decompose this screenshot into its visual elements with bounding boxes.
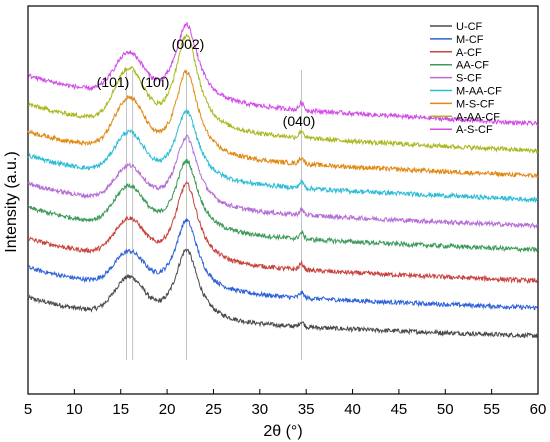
series-line-aa-cf <box>27 159 539 254</box>
plot-frame <box>27 5 539 395</box>
series-layer <box>27 21 539 339</box>
x-axis-ticks: 5 10 15 20 25 30 35 40 45 50 55 60 <box>24 389 547 418</box>
series-line-m-s-cf <box>27 69 539 179</box>
series-line-a-cf <box>27 180 538 284</box>
peak-label: (002) <box>172 36 205 52</box>
legend-label: U-CF <box>456 21 483 33</box>
legend-label: A-AA-CF <box>456 111 500 123</box>
reference-lines <box>125 70 302 360</box>
peak-label: (040) <box>283 113 316 129</box>
peak-label: (101) <box>97 74 130 90</box>
x-tick-label: 45 <box>391 401 408 418</box>
x-tick-label: 60 <box>530 401 547 418</box>
series-line-m-cf <box>27 218 538 311</box>
x-axis-title: 2θ (°) <box>263 423 302 440</box>
series-line-s-cf <box>27 134 539 230</box>
peak-label: (10ī) <box>141 74 170 90</box>
legend-label: M-S-CF <box>456 98 495 110</box>
x-tick-label: 15 <box>112 401 129 418</box>
legend-label: S-CF <box>456 73 482 85</box>
series-line-u-cf <box>27 248 539 339</box>
peak-annotations: (101) (10ī) (002) (040) <box>97 36 316 129</box>
x-tick-label: 35 <box>298 401 315 418</box>
y-axis-title: Intensity (a.u.) <box>3 151 20 252</box>
legend-label: A-S-CF <box>456 124 493 136</box>
legend: U-CFM-CFA-CFAA-CFS-CFM-AA-CFM-S-CFA-AA-C… <box>430 21 502 136</box>
x-tick-label: 50 <box>437 401 454 418</box>
legend-label: M-CF <box>456 34 484 46</box>
x-tick-label: 5 <box>24 401 32 418</box>
legend-label: A-CF <box>456 47 482 59</box>
legend-label: AA-CF <box>456 60 489 72</box>
x-tick-label: 55 <box>483 401 500 418</box>
series-line-a-aa-cf <box>27 33 539 155</box>
series-line-a-s-cf <box>27 21 539 127</box>
legend-label: M-AA-CF <box>456 86 502 98</box>
x-tick-label: 10 <box>66 401 83 418</box>
x-tick-label: 30 <box>251 401 268 418</box>
x-tick-label: 40 <box>344 401 361 418</box>
x-tick-label: 25 <box>205 401 222 418</box>
x-tick-label: 20 <box>159 401 176 418</box>
series-line-m-aa-cf <box>27 109 539 204</box>
